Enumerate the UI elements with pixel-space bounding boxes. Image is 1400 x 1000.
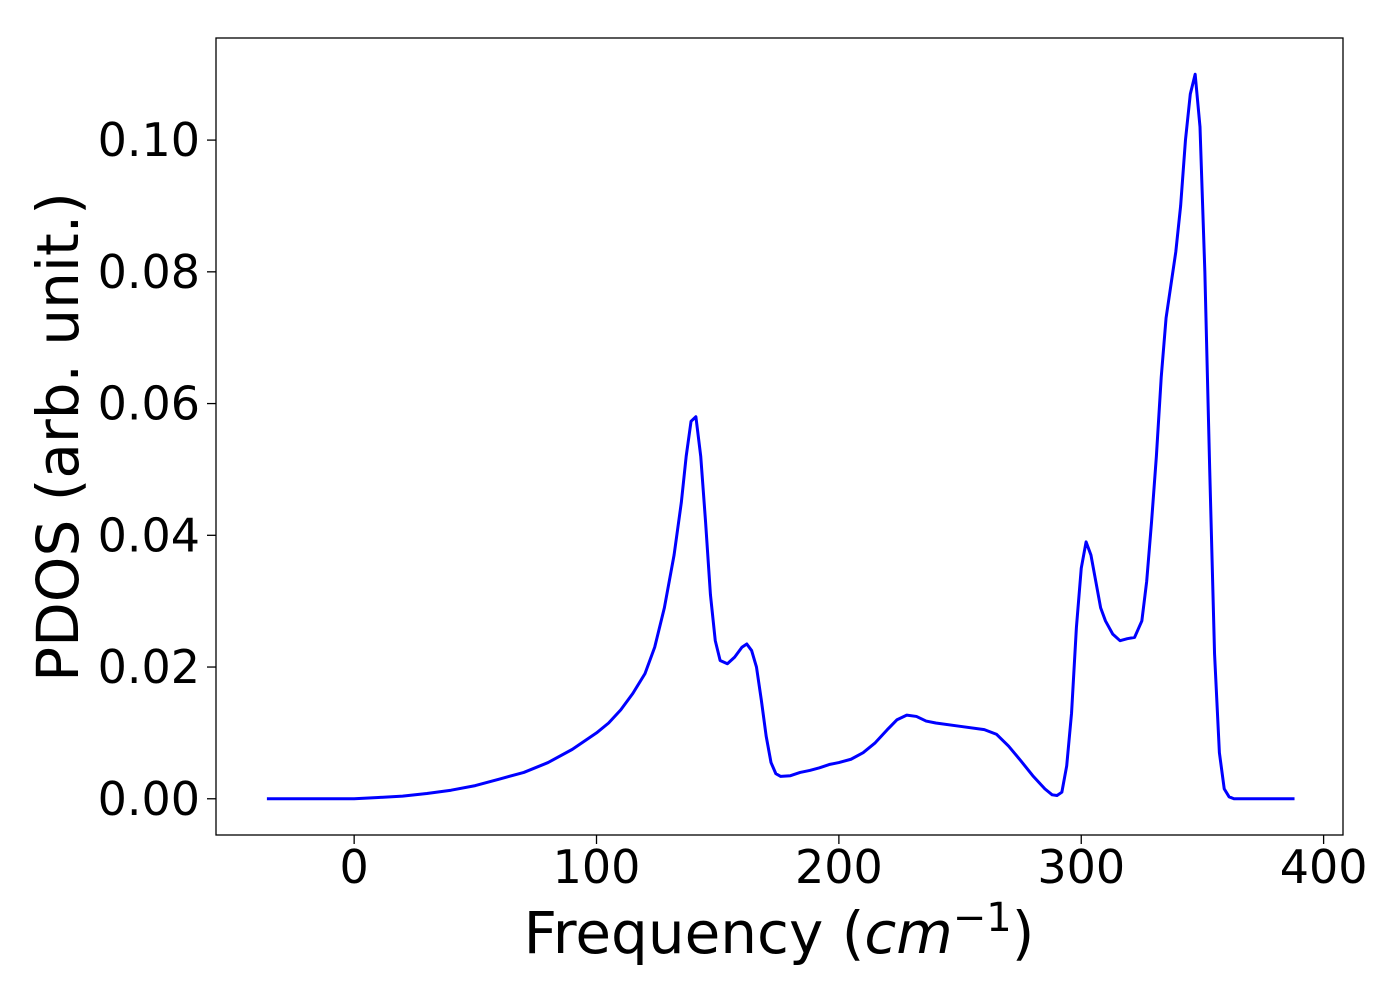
- plot-frame: [215, 37, 1344, 836]
- plot-area: [215, 37, 1344, 836]
- pdos-series-line: [266, 72, 1295, 801]
- y-axis-label: PDOS (arb. unit.): [24, 192, 92, 682]
- x-axis-label-close: ): [1012, 899, 1035, 967]
- y-tick-label: 0.06: [98, 377, 200, 431]
- y-tick-label: 0.08: [98, 245, 200, 299]
- x-tick-label: 100: [553, 840, 641, 894]
- y-tick-label: 0.02: [98, 640, 200, 694]
- x-axis-label-unit: cm: [864, 899, 952, 967]
- y-tick-label: 0.04: [98, 508, 200, 562]
- x-tick-label: 0: [340, 840, 369, 894]
- y-tick-label: 0.10: [98, 113, 200, 167]
- x-tick-label: 400: [1280, 840, 1368, 894]
- x-axis-label-exponent: −1: [953, 895, 1012, 941]
- y-tick-label: 0.00: [98, 772, 200, 826]
- x-tick-label: 300: [1037, 840, 1125, 894]
- x-axis-ticks: 0 100 200 300 400: [340, 835, 1368, 894]
- x-axis-label: Frequency (cm−1): [524, 895, 1035, 967]
- y-axis-ticks: 0.00 0.02 0.04 0.06 0.08 0.10: [98, 113, 216, 826]
- x-axis-label-text: Frequency (: [524, 899, 865, 967]
- x-tick-label: 200: [795, 840, 883, 894]
